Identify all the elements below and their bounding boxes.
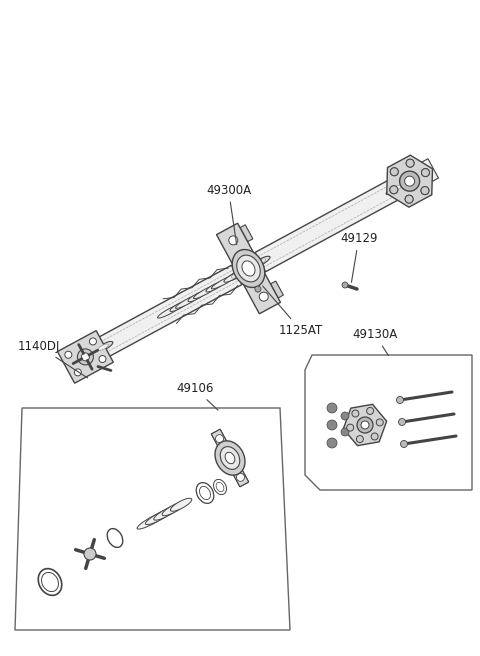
- Circle shape: [74, 369, 82, 376]
- Circle shape: [229, 236, 238, 245]
- Ellipse shape: [145, 508, 175, 525]
- Circle shape: [216, 435, 224, 443]
- Circle shape: [421, 169, 430, 176]
- Circle shape: [390, 168, 398, 176]
- Ellipse shape: [107, 529, 123, 547]
- Polygon shape: [404, 159, 438, 191]
- Circle shape: [405, 195, 413, 203]
- Ellipse shape: [214, 480, 227, 495]
- Circle shape: [327, 403, 337, 413]
- Ellipse shape: [200, 486, 211, 500]
- Polygon shape: [305, 355, 472, 490]
- Ellipse shape: [93, 341, 113, 353]
- Circle shape: [237, 474, 244, 482]
- Ellipse shape: [41, 573, 59, 592]
- Circle shape: [327, 438, 337, 448]
- Ellipse shape: [170, 301, 188, 312]
- Ellipse shape: [216, 482, 224, 492]
- Ellipse shape: [154, 504, 180, 520]
- Ellipse shape: [215, 441, 245, 475]
- Circle shape: [405, 176, 415, 186]
- Ellipse shape: [386, 183, 406, 194]
- Ellipse shape: [224, 272, 241, 282]
- Text: 49300A: 49300A: [206, 184, 251, 245]
- Circle shape: [341, 412, 349, 420]
- Circle shape: [347, 424, 354, 431]
- Ellipse shape: [220, 447, 240, 470]
- Ellipse shape: [225, 452, 235, 464]
- Polygon shape: [58, 331, 113, 383]
- Circle shape: [421, 186, 429, 195]
- Circle shape: [82, 353, 89, 361]
- Ellipse shape: [211, 275, 236, 289]
- Ellipse shape: [227, 269, 247, 281]
- Text: 49130A: 49130A: [352, 328, 397, 356]
- Circle shape: [371, 433, 378, 440]
- Circle shape: [367, 407, 373, 415]
- Circle shape: [255, 286, 261, 292]
- Circle shape: [342, 282, 348, 288]
- Polygon shape: [387, 155, 432, 207]
- Circle shape: [341, 428, 349, 436]
- Text: 49129: 49129: [340, 232, 377, 282]
- Ellipse shape: [193, 285, 218, 298]
- Ellipse shape: [98, 344, 108, 351]
- Circle shape: [356, 436, 363, 443]
- Ellipse shape: [242, 261, 255, 276]
- Circle shape: [361, 421, 369, 429]
- Polygon shape: [255, 179, 401, 272]
- Text: 1125AT: 1125AT: [263, 286, 323, 337]
- Text: 1140DJ: 1140DJ: [18, 340, 88, 378]
- Ellipse shape: [137, 511, 169, 529]
- Circle shape: [400, 440, 408, 447]
- Ellipse shape: [206, 281, 224, 292]
- Ellipse shape: [188, 291, 206, 302]
- Circle shape: [352, 410, 359, 417]
- Circle shape: [400, 171, 420, 191]
- Ellipse shape: [232, 249, 265, 287]
- Circle shape: [406, 159, 414, 167]
- Circle shape: [99, 356, 106, 363]
- Circle shape: [405, 195, 413, 203]
- Circle shape: [390, 168, 398, 176]
- Ellipse shape: [391, 185, 401, 192]
- Circle shape: [390, 186, 398, 194]
- Circle shape: [84, 548, 96, 560]
- Circle shape: [421, 186, 429, 195]
- Ellipse shape: [196, 483, 214, 503]
- Polygon shape: [343, 404, 387, 445]
- Circle shape: [421, 169, 430, 176]
- Ellipse shape: [38, 569, 62, 596]
- Circle shape: [376, 419, 383, 426]
- Circle shape: [259, 292, 268, 301]
- Ellipse shape: [251, 256, 270, 268]
- Circle shape: [396, 396, 404, 403]
- Polygon shape: [211, 429, 249, 487]
- Polygon shape: [216, 223, 280, 314]
- Circle shape: [390, 186, 398, 194]
- Circle shape: [357, 417, 373, 433]
- Polygon shape: [271, 281, 283, 298]
- Ellipse shape: [237, 255, 260, 282]
- Text: 49106: 49106: [176, 382, 218, 410]
- Circle shape: [77, 349, 94, 365]
- Circle shape: [65, 351, 72, 358]
- Ellipse shape: [162, 501, 186, 516]
- Circle shape: [406, 159, 414, 167]
- Circle shape: [327, 420, 337, 430]
- Polygon shape: [240, 225, 253, 241]
- Polygon shape: [15, 408, 290, 630]
- Ellipse shape: [231, 272, 242, 278]
- Circle shape: [89, 338, 96, 345]
- Ellipse shape: [157, 304, 182, 318]
- Ellipse shape: [176, 295, 200, 308]
- Polygon shape: [211, 429, 249, 487]
- Ellipse shape: [255, 258, 265, 266]
- Polygon shape: [98, 265, 242, 357]
- Circle shape: [398, 419, 406, 426]
- Ellipse shape: [170, 499, 192, 511]
